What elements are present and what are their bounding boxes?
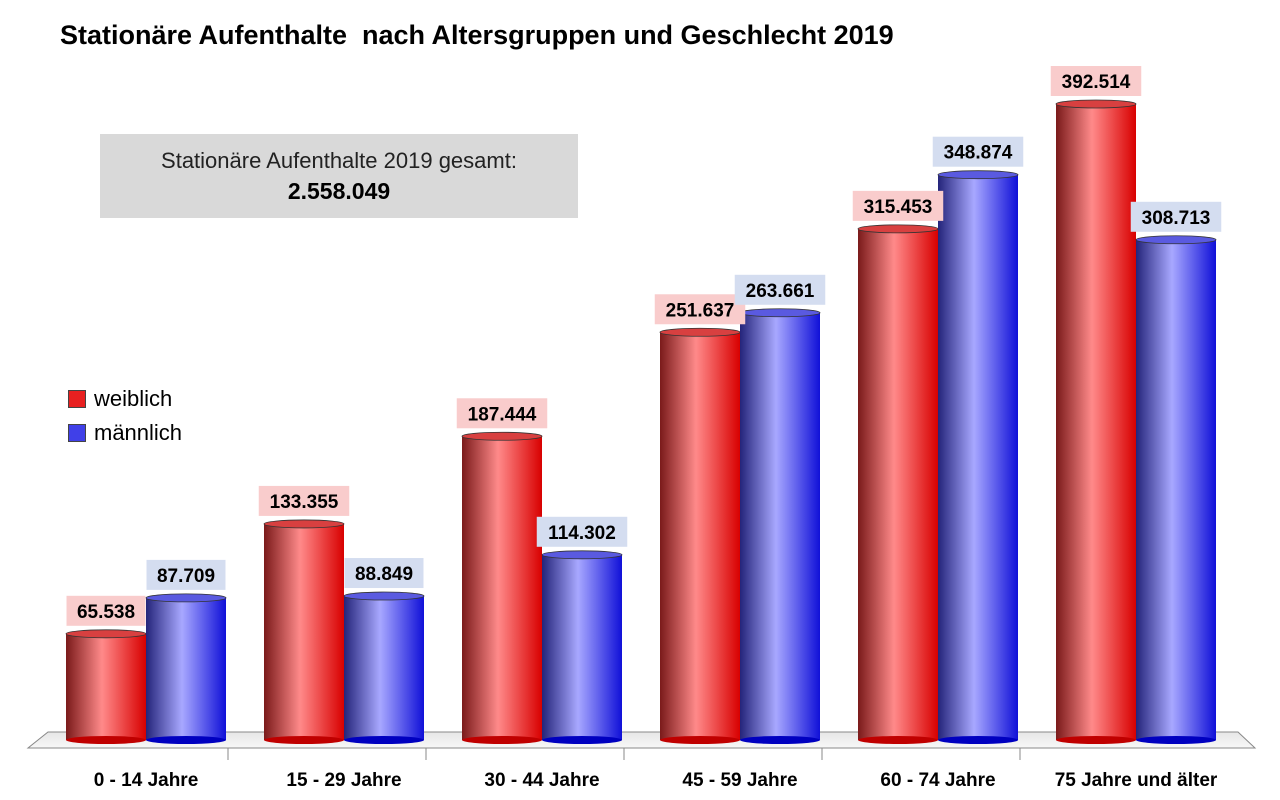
category-labels-group: 0 - 14 Jahre 15 - 29 Jahre 30 - 44 Jahre 45… — [94, 770, 1218, 791]
value-label-maennlich-4: 348.874 — [932, 136, 1024, 167]
value-labels-group: 65.538 87.709 133.355 88.849 187.444 114.302 2… — [66, 66, 1222, 626]
svg-text:348.874: 348.874 — [944, 143, 1013, 164]
svg-text:65.538: 65.538 — [77, 602, 135, 623]
value-label-weiblich-5: 392.514 — [1050, 66, 1142, 96]
legend-item-weiblich: weiblich — [68, 382, 182, 416]
legend-label-weiblich: weiblich — [94, 386, 173, 411]
legend: weiblich männlich — [68, 382, 182, 450]
chart-title: Stationäre Aufenthalte nach Altersgruppe… — [60, 20, 894, 50]
bar-maennlich-1 — [343, 591, 425, 744]
svg-text:133.355: 133.355 — [270, 492, 339, 513]
legend-item-maennlich: männlich — [68, 416, 182, 450]
legend-swatch-maennlich — [68, 424, 86, 442]
bar-weiblich-2 — [461, 431, 543, 744]
bars-group — [65, 99, 1217, 744]
legend-label-maennlich: männlich — [94, 420, 183, 445]
svg-text:263.661: 263.661 — [746, 281, 815, 302]
svg-text:392.514: 392.514 — [1062, 72, 1131, 93]
value-label-weiblich-4: 315.453 — [852, 190, 944, 221]
total-annotation-label: Stationäre Aufenthalte 2019 gesamt: — [161, 148, 517, 173]
bar-maennlich-0 — [145, 593, 227, 744]
value-label-weiblich-0: 65.538 — [66, 595, 146, 626]
bar-maennlich-4 — [937, 170, 1019, 744]
legend-swatch-weiblich — [68, 390, 86, 408]
svg-text:114.302: 114.302 — [548, 523, 616, 544]
bar-maennlich-3 — [739, 308, 821, 744]
total-annotation-value: 2.558.049 — [287, 178, 391, 204]
value-label-weiblich-3: 251.637 — [654, 294, 746, 325]
bar-weiblich-5 — [1055, 99, 1137, 744]
svg-text:251.637: 251.637 — [666, 300, 735, 321]
bar-weiblich-3 — [659, 327, 741, 744]
svg-text:315.453: 315.453 — [864, 197, 933, 218]
svg-text:308.713: 308.713 — [1142, 208, 1211, 229]
category-label-5: 75 Jahre und älter — [1055, 770, 1218, 791]
value-label-maennlich-2: 114.302 — [536, 516, 628, 547]
total-annotation-box: Stationäre Aufenthalte 2019 gesamt: 2.55… — [100, 134, 578, 218]
value-label-maennlich-0: 87.709 — [146, 559, 226, 590]
svg-text:88.849: 88.849 — [355, 564, 413, 585]
bar-weiblich-0 — [65, 629, 147, 744]
category-label-4: 60 - 74 Jahre — [880, 770, 995, 791]
bar-maennlich-2 — [541, 550, 623, 744]
value-label-maennlich-3: 263.661 — [734, 274, 826, 305]
category-label-3: 45 - 59 Jahre — [682, 770, 797, 791]
category-label-2: 30 - 44 Jahre — [484, 770, 599, 791]
svg-text:187.444: 187.444 — [468, 404, 537, 425]
value-label-maennlich-5: 308.713 — [1130, 201, 1222, 232]
value-label-weiblich-1: 133.355 — [258, 485, 350, 516]
bar-weiblich-4 — [857, 224, 939, 744]
svg-text:87.709: 87.709 — [157, 566, 215, 587]
bar-weiblich-1 — [263, 519, 345, 744]
value-label-maennlich-1: 88.849 — [344, 558, 424, 589]
value-label-weiblich-2: 187.444 — [456, 398, 548, 429]
bar-maennlich-5 — [1135, 235, 1217, 744]
category-label-0: 0 - 14 Jahre — [94, 770, 199, 791]
category-label-1: 15 - 29 Jahre — [286, 770, 401, 791]
